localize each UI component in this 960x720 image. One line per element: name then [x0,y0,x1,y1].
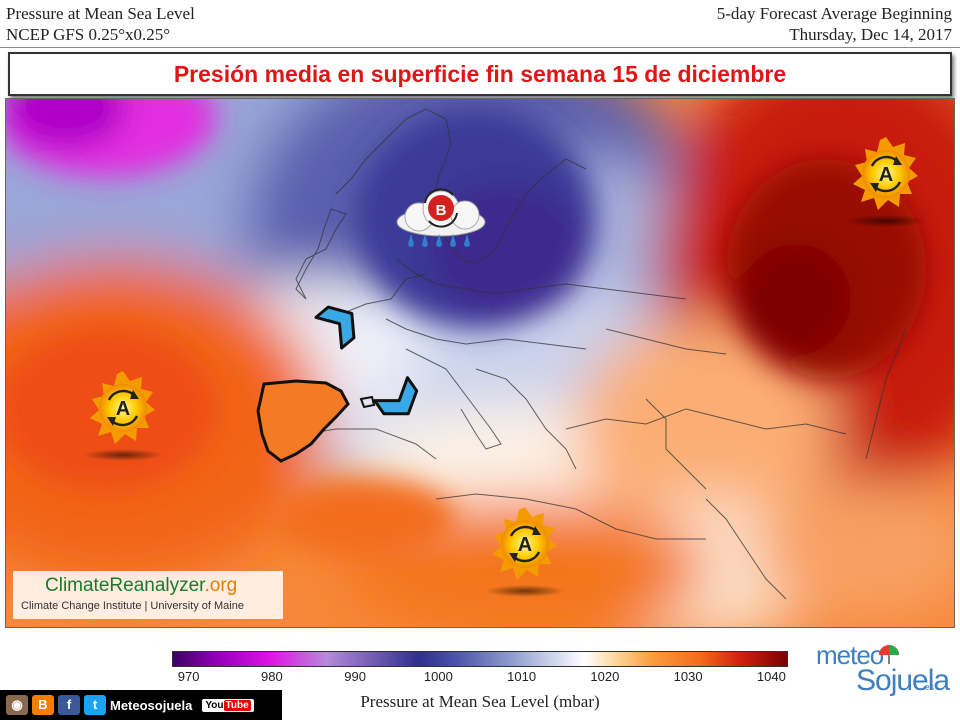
coastlines [275,108,907,600]
colorbar-tick-label: 1000 [423,669,453,684]
sun-anticyclone-icon [492,507,557,580]
model-name: NCEP GFS 0.25°x0.25° [6,25,171,44]
climatereanalyzer-logo-text: ClimateReanalyzer.org [45,575,238,596]
map-variable-title: Pressure at Mean Sea Level [6,4,195,23]
colorbar-tick-label: 990 [344,669,366,684]
colorbar-title: Pressure at Mean Sea Level (mbar) [360,692,600,711]
high-symbol-label: A [518,534,532,556]
wind-arrow-icon [373,376,419,416]
balearic-islands [359,395,376,409]
pressure-colorbar [172,651,788,667]
high-symbol-label: A [879,164,893,186]
colorbar-tick-label: 1010 [507,669,537,684]
iberia-outline [256,379,350,463]
logo-line1: meteo [816,640,884,670]
institute-credit: Climate Change Institute | University of… [21,600,244,612]
high-symbol-label: A [116,398,130,420]
colorbar-tick-label: 1040 [756,669,786,684]
colorbar-tick-label: 1020 [590,669,620,684]
map-canvas: A A A [6,99,954,627]
logo-suffix: .es [922,682,935,692]
twitter-icon[interactable]: t [84,695,106,715]
high-pressure-russia: A [846,137,926,227]
wind-arrow-icon [314,305,356,350]
title-banner: Presión media en superficie fin semana 1… [8,52,952,96]
storm-cloud-rain-icon [396,188,486,247]
sun-anticyclone-icon [90,371,155,444]
blogger-icon[interactable]: B [32,695,54,715]
wind-arrow-gulf-lion [373,376,419,416]
social-strip: ◉ B f t Meteosojuela You Tube [0,690,282,720]
wind-arrow-biscay [314,305,356,350]
social-handle[interactable]: Meteosojuela [110,697,193,713]
low-symbol-label: B [436,202,447,219]
colorbar-tick-label: 970 [177,669,200,684]
forecast-period: 5-day Forecast Average Beginning [716,4,952,23]
map-header: Pressure at Mean Sea Level NCEP GFS 0.25… [0,0,960,48]
banner-title: Presión media en superficie fin semana 1… [173,61,787,87]
sun-anticyclone-icon [853,137,918,210]
colorbar-tick-label: 980 [261,669,283,684]
umbrella-icon [879,645,899,664]
facebook-icon[interactable]: f [58,695,80,715]
high-pressure-atlantic: A [83,371,163,461]
colorbar-ticks: 970 980 990 1000 1010 1020 1030 1040 [172,669,788,687]
logo-line2: Sojuela [856,664,950,697]
meteosojuela-logo: meteo Sojuela .es [812,640,952,700]
forecast-date: Thursday, Dec 14, 2017 [789,25,952,44]
instagram-icon[interactable]: ◉ [6,695,28,715]
colorbar-tick-label: 1030 [673,669,703,684]
header-left: Pressure at Mean Sea Level NCEP GFS 0.25… [6,3,195,45]
pressure-field [6,99,954,627]
low-pressure-scandinavia: B [396,188,486,247]
high-pressure-africa: A [485,507,565,597]
pressure-map[interactable]: A A A [5,98,955,628]
youtube-icon[interactable]: You Tube [202,698,254,712]
climatereanalyzer-attribution: ClimateReanalyzer.org Climate Change Ins… [13,571,283,619]
header-right: 5-day Forecast Average Beginning Thursda… [717,3,952,45]
